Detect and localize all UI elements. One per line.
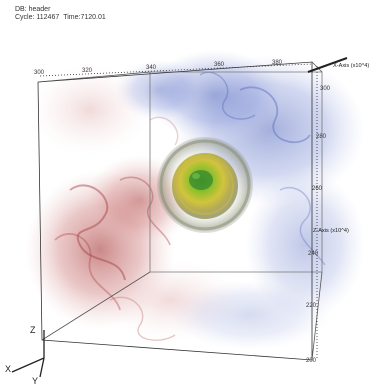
triad-z-label: Z — [30, 325, 36, 335]
side-tick-label: 260 — [312, 186, 323, 192]
side-tick-label: 240 — [308, 251, 319, 257]
top-tick-label: 360 — [214, 62, 225, 68]
side-tick-label: 220 — [306, 303, 317, 309]
top-axis: 300 320 340 360 380 — [34, 60, 283, 76]
bounding-box — [37, 61, 323, 361]
x-axis-title: X-Axis (x10^4) — [307, 57, 369, 73]
x-axis-label: X-Axis (x10^4) — [333, 63, 369, 69]
time-label: Time:7120.01 — [63, 14, 106, 21]
side-tick-label: 300 — [320, 86, 331, 92]
top-tick-label: 320 — [82, 68, 93, 74]
side-tick-label: 200 — [306, 358, 317, 364]
top-tick-label: 340 — [146, 65, 157, 71]
axis-triad: X Y Z — [5, 325, 45, 384]
z-axis-label: Z-Axis (x10^4) — [313, 228, 349, 234]
cycle-label: Cycle: 112467 — [15, 14, 60, 21]
top-tick-label: 380 — [272, 60, 283, 66]
triad-y-label: Y — [32, 376, 38, 384]
right-axis: 300 280 260 240 220 200 Z-Axis (x10^4) — [306, 86, 349, 364]
db-title: DB: header — [15, 6, 51, 13]
core-isosurface — [157, 137, 253, 233]
side-tick-label: 280 — [316, 134, 327, 140]
db-header-annotation: DB: header Cycle: 112467 Time:7120.01 — [15, 6, 106, 22]
triad-x-label: X — [5, 364, 11, 374]
top-tick-label: 300 — [34, 70, 45, 76]
